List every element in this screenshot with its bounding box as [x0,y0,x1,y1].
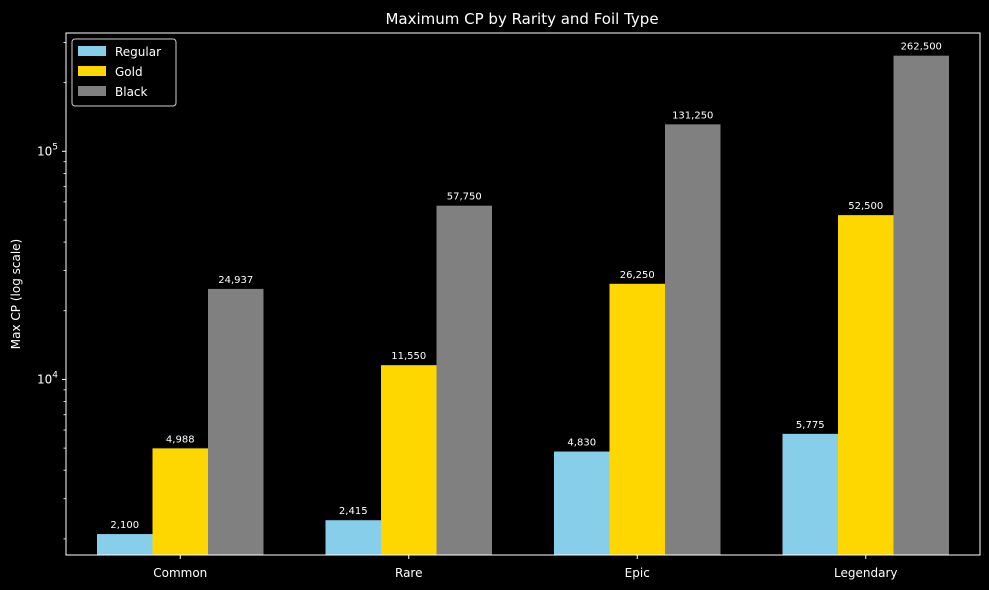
x-tick-label: Epic [625,566,650,580]
bar-gold [381,365,437,555]
data-label: 4,830 [567,438,596,449]
bar-regular [97,534,153,555]
legend-swatch-gold [78,66,106,76]
data-label: 2,415 [339,506,368,517]
legend-label: Gold [115,65,143,79]
legend-swatch-black [78,86,106,96]
legend: Regular Gold Black [71,38,177,107]
bar-gold [609,283,665,555]
bar-black [665,124,721,555]
y-axis-label: Max CP (log scale) [9,239,23,349]
data-label: 2,100 [110,520,139,531]
plot-frame [65,32,981,556]
legend-swatch-regular [78,46,106,56]
x-tick-label: Common [153,566,207,580]
bar-gold [152,448,208,555]
data-label: 4,988 [166,434,195,445]
legend-label: Black [115,85,148,99]
bar-regular [325,520,381,555]
bar-regular [782,433,838,555]
chart-title: Maximum CP by Rarity and Foil Type [385,10,658,28]
data-label: 5,775 [796,420,825,431]
bar-gold [838,215,894,556]
bar-black [208,288,264,555]
data-label: 131,250 [672,110,713,121]
data-label: 262,500 [901,42,942,53]
bar-black [436,205,492,555]
data-label: 24,937 [218,275,253,286]
bar-regular [554,451,610,555]
x-tick-label: Legendary [834,566,897,580]
plot-area: 2,100 4,988 24,937 Common 2,415 11,550 57,750 R… [37,42,949,580]
bar-black [893,55,949,555]
data-label: 26,250 [620,270,655,281]
legend-label: Regular [115,45,161,59]
data-label: 57,750 [447,192,482,203]
y-tick-label: 105 [37,142,58,158]
x-tick-label: Rare [395,566,422,580]
data-label: 52,500 [848,201,883,212]
data-label: 11,550 [391,351,426,362]
y-tick-label: 104 [37,370,58,386]
